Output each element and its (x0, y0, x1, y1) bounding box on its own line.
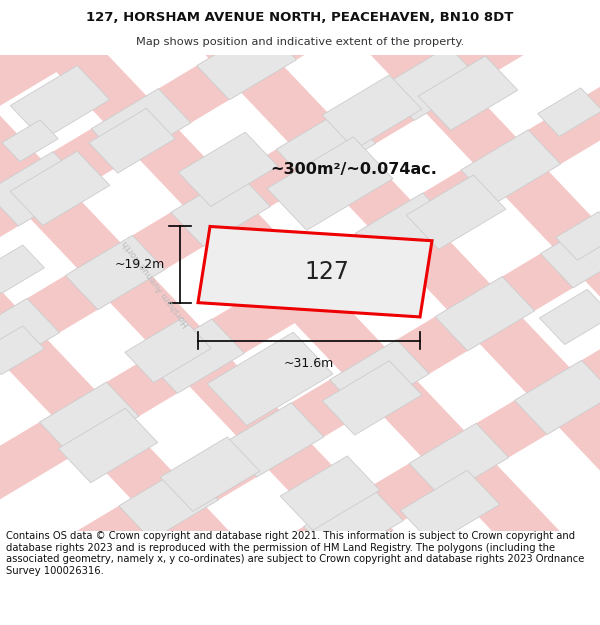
Polygon shape (406, 175, 506, 249)
Text: Horsham Avenue North: Horsham Avenue North (121, 239, 191, 328)
Text: ~300m²/~0.074ac.: ~300m²/~0.074ac. (270, 162, 437, 177)
Polygon shape (329, 339, 429, 414)
Polygon shape (89, 108, 175, 173)
Text: Map shows position and indicative extent of the property.: Map shows position and indicative extent… (136, 38, 464, 48)
Polygon shape (0, 0, 600, 610)
Polygon shape (280, 456, 380, 531)
Polygon shape (409, 423, 509, 498)
Polygon shape (515, 360, 600, 434)
Polygon shape (95, 0, 600, 548)
Text: ~19.2m: ~19.2m (115, 258, 165, 271)
Polygon shape (0, 0, 600, 456)
Polygon shape (382, 46, 481, 121)
Polygon shape (198, 226, 432, 317)
Polygon shape (10, 151, 110, 226)
Polygon shape (91, 89, 191, 163)
Text: ~31.6m: ~31.6m (284, 357, 334, 371)
Polygon shape (538, 88, 600, 136)
Polygon shape (224, 402, 324, 477)
Polygon shape (58, 408, 158, 482)
Polygon shape (145, 319, 244, 393)
Polygon shape (435, 277, 535, 351)
Polygon shape (0, 0, 461, 289)
Polygon shape (539, 289, 600, 344)
Polygon shape (207, 332, 333, 426)
Polygon shape (200, 0, 600, 484)
Polygon shape (322, 361, 422, 435)
Polygon shape (2, 120, 58, 162)
Polygon shape (197, 26, 296, 100)
Polygon shape (556, 212, 600, 260)
Text: 127, HORSHAM AVENUE NORTH, PEACEHAVEN, BN10 8DT: 127, HORSHAM AVENUE NORTH, PEACEHAVEN, B… (86, 11, 514, 24)
Polygon shape (322, 75, 422, 149)
Polygon shape (276, 109, 376, 184)
Polygon shape (0, 152, 85, 226)
Polygon shape (267, 137, 393, 230)
Polygon shape (160, 437, 260, 511)
Polygon shape (0, 245, 44, 294)
Polygon shape (541, 214, 600, 288)
Polygon shape (10, 66, 110, 140)
Polygon shape (65, 236, 165, 309)
Polygon shape (178, 132, 278, 206)
Polygon shape (119, 466, 218, 540)
Polygon shape (0, 131, 600, 623)
Polygon shape (59, 214, 600, 625)
Polygon shape (0, 0, 541, 372)
Polygon shape (418, 56, 518, 130)
Polygon shape (0, 47, 600, 539)
Polygon shape (171, 173, 271, 247)
Text: Contains OS data © Crown copyright and database right 2021. This information is : Contains OS data © Crown copyright and d… (6, 531, 584, 576)
Polygon shape (0, 326, 44, 374)
Polygon shape (400, 470, 500, 544)
Polygon shape (0, 39, 505, 625)
Polygon shape (125, 318, 211, 382)
Polygon shape (304, 486, 403, 561)
Polygon shape (0, 102, 400, 625)
Polygon shape (0, 298, 59, 372)
Text: 127: 127 (305, 260, 349, 284)
Polygon shape (40, 382, 139, 456)
Polygon shape (356, 193, 455, 268)
Polygon shape (461, 130, 560, 204)
